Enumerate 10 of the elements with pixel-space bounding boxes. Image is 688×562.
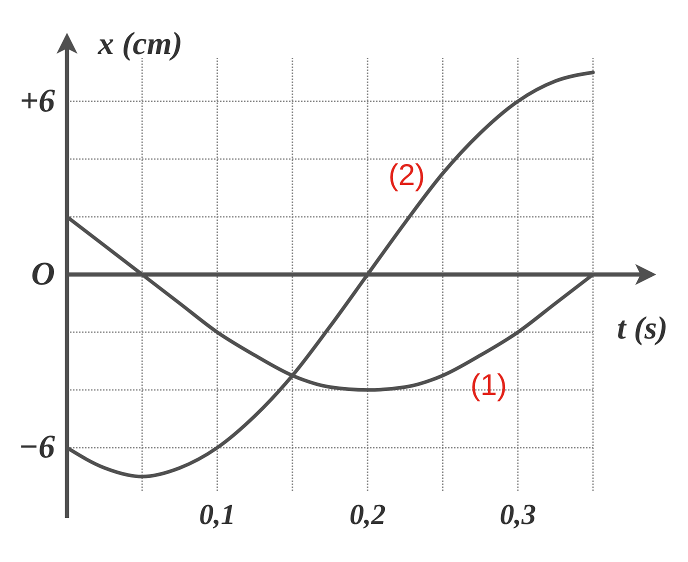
- y-tick-label: −6: [18, 430, 56, 466]
- y-tick-label: O: [31, 256, 55, 292]
- x-axis-title: t (s): [617, 310, 668, 346]
- y-axis-title: x (cm): [97, 25, 182, 61]
- y-tick-label: +6: [20, 83, 56, 120]
- x-tick-label: 0,2: [349, 499, 386, 531]
- x-tick-label: 0,1: [199, 499, 236, 531]
- x-tick-label: 0,3: [500, 499, 536, 531]
- series-label: (1): [470, 369, 508, 402]
- series-label: (2): [388, 158, 426, 192]
